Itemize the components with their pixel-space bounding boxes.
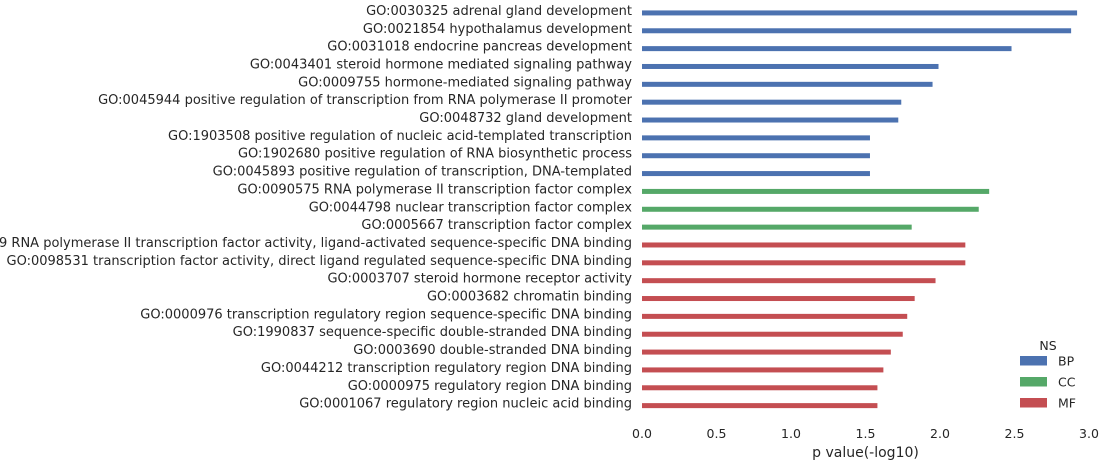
category-label: GO:0003707 steroid hormone receptor acti… — [327, 272, 632, 287]
bar-mf — [642, 242, 966, 248]
category-label: GO:0021854 hypothalamus development — [363, 22, 632, 37]
category-label: GO:0031018 endocrine pancreas developmen… — [327, 40, 632, 55]
bar-bp — [642, 63, 939, 69]
bar-cc — [642, 224, 912, 230]
legend-swatch-cc — [1020, 377, 1047, 387]
bar-mf — [642, 349, 891, 355]
bar-bp — [642, 117, 899, 123]
legend-title: NS — [1039, 338, 1056, 353]
bar-bp — [642, 171, 870, 177]
x-tick-label: 0.5 — [707, 426, 727, 441]
bars-layer — [642, 10, 1078, 409]
bar-cc — [642, 206, 979, 212]
bar-bp — [642, 135, 870, 141]
category-label: GO:0045893 positive regulation of transc… — [213, 165, 632, 180]
category-label: GO:0009755 hormone-mediated signaling pa… — [298, 75, 632, 90]
x-tick-label: 2.0 — [930, 426, 950, 441]
legend-swatch-bp — [1020, 356, 1047, 366]
category-label: GO:0044798 nuclear transcription factor … — [309, 200, 633, 215]
category-label: GO:1903508 positive regulation of nuclei… — [168, 129, 632, 144]
category-label: GO:0098531 transcription factor activity… — [7, 254, 632, 269]
category-label: GO:0001067 regulatory region nucleic aci… — [299, 397, 632, 412]
bar-mf — [642, 367, 884, 373]
bar-bp — [642, 46, 1012, 52]
category-label: GO:0005667 transcription factor complex — [361, 218, 632, 233]
category-label: GO:0044212 transcription regulatory regi… — [261, 361, 632, 376]
category-labels: GO:0030325 adrenal gland development GO:0… — [0, 4, 633, 412]
x-tick-label: 1.5 — [856, 426, 876, 441]
legend-label-cc: CC — [1058, 375, 1076, 390]
x-axis-ticks: 0.0 0.5 1.0 1.5 2.0 2.5 3.0 — [632, 426, 1099, 441]
bar-mf — [642, 331, 903, 337]
category-label: GO:0045944 positive regulation of transc… — [98, 93, 633, 108]
bar-bp — [642, 153, 870, 159]
category-label: GO:0048732 gland development — [419, 111, 632, 126]
bar-bp — [642, 28, 1072, 34]
x-tick-label: 3.0 — [1079, 426, 1099, 441]
legend-label-bp: BP — [1058, 354, 1075, 369]
category-label: GO:0000976 transcription regulatory regi… — [140, 307, 632, 322]
x-axis-title: p value(-log10) — [812, 445, 919, 461]
bar-bp — [642, 99, 902, 105]
category-label: GO:0003690 double-stranded DNA binding — [353, 343, 632, 358]
category-label: GO:0004879 RNA polymerase II transcripti… — [0, 236, 632, 251]
bar-mf — [642, 403, 878, 409]
x-tick-label: 2.5 — [1005, 426, 1025, 441]
category-label: GO:0030325 adrenal gland development — [366, 4, 632, 19]
category-label: GO:0043401 steroid hormone mediated sign… — [250, 57, 632, 72]
category-label: GO:1902680 positive regulation of RNA bi… — [238, 147, 632, 162]
bar-mf — [642, 296, 915, 302]
bar-mf — [642, 313, 908, 319]
category-label: GO:1990837 sequence-specific double-stra… — [233, 325, 632, 340]
bar-cc — [642, 188, 990, 194]
x-tick-label: 0.0 — [632, 426, 652, 441]
bar-mf — [642, 385, 878, 391]
bar-mf — [642, 260, 966, 266]
legend-swatch-mf — [1020, 398, 1047, 408]
legend-label-mf: MF — [1058, 396, 1076, 411]
bar-bp — [642, 81, 933, 87]
bar-bp — [642, 10, 1078, 16]
bar-mf — [642, 278, 936, 284]
x-tick-label: 1.0 — [781, 426, 801, 441]
category-label: GO:0090575 RNA polymerase II transcripti… — [237, 182, 632, 197]
category-label: GO:0000975 regulatory region DNA binding — [348, 379, 632, 394]
category-label: GO:0003682 chromatin binding — [427, 290, 632, 305]
legend: NS BP CC MF — [1020, 338, 1076, 411]
